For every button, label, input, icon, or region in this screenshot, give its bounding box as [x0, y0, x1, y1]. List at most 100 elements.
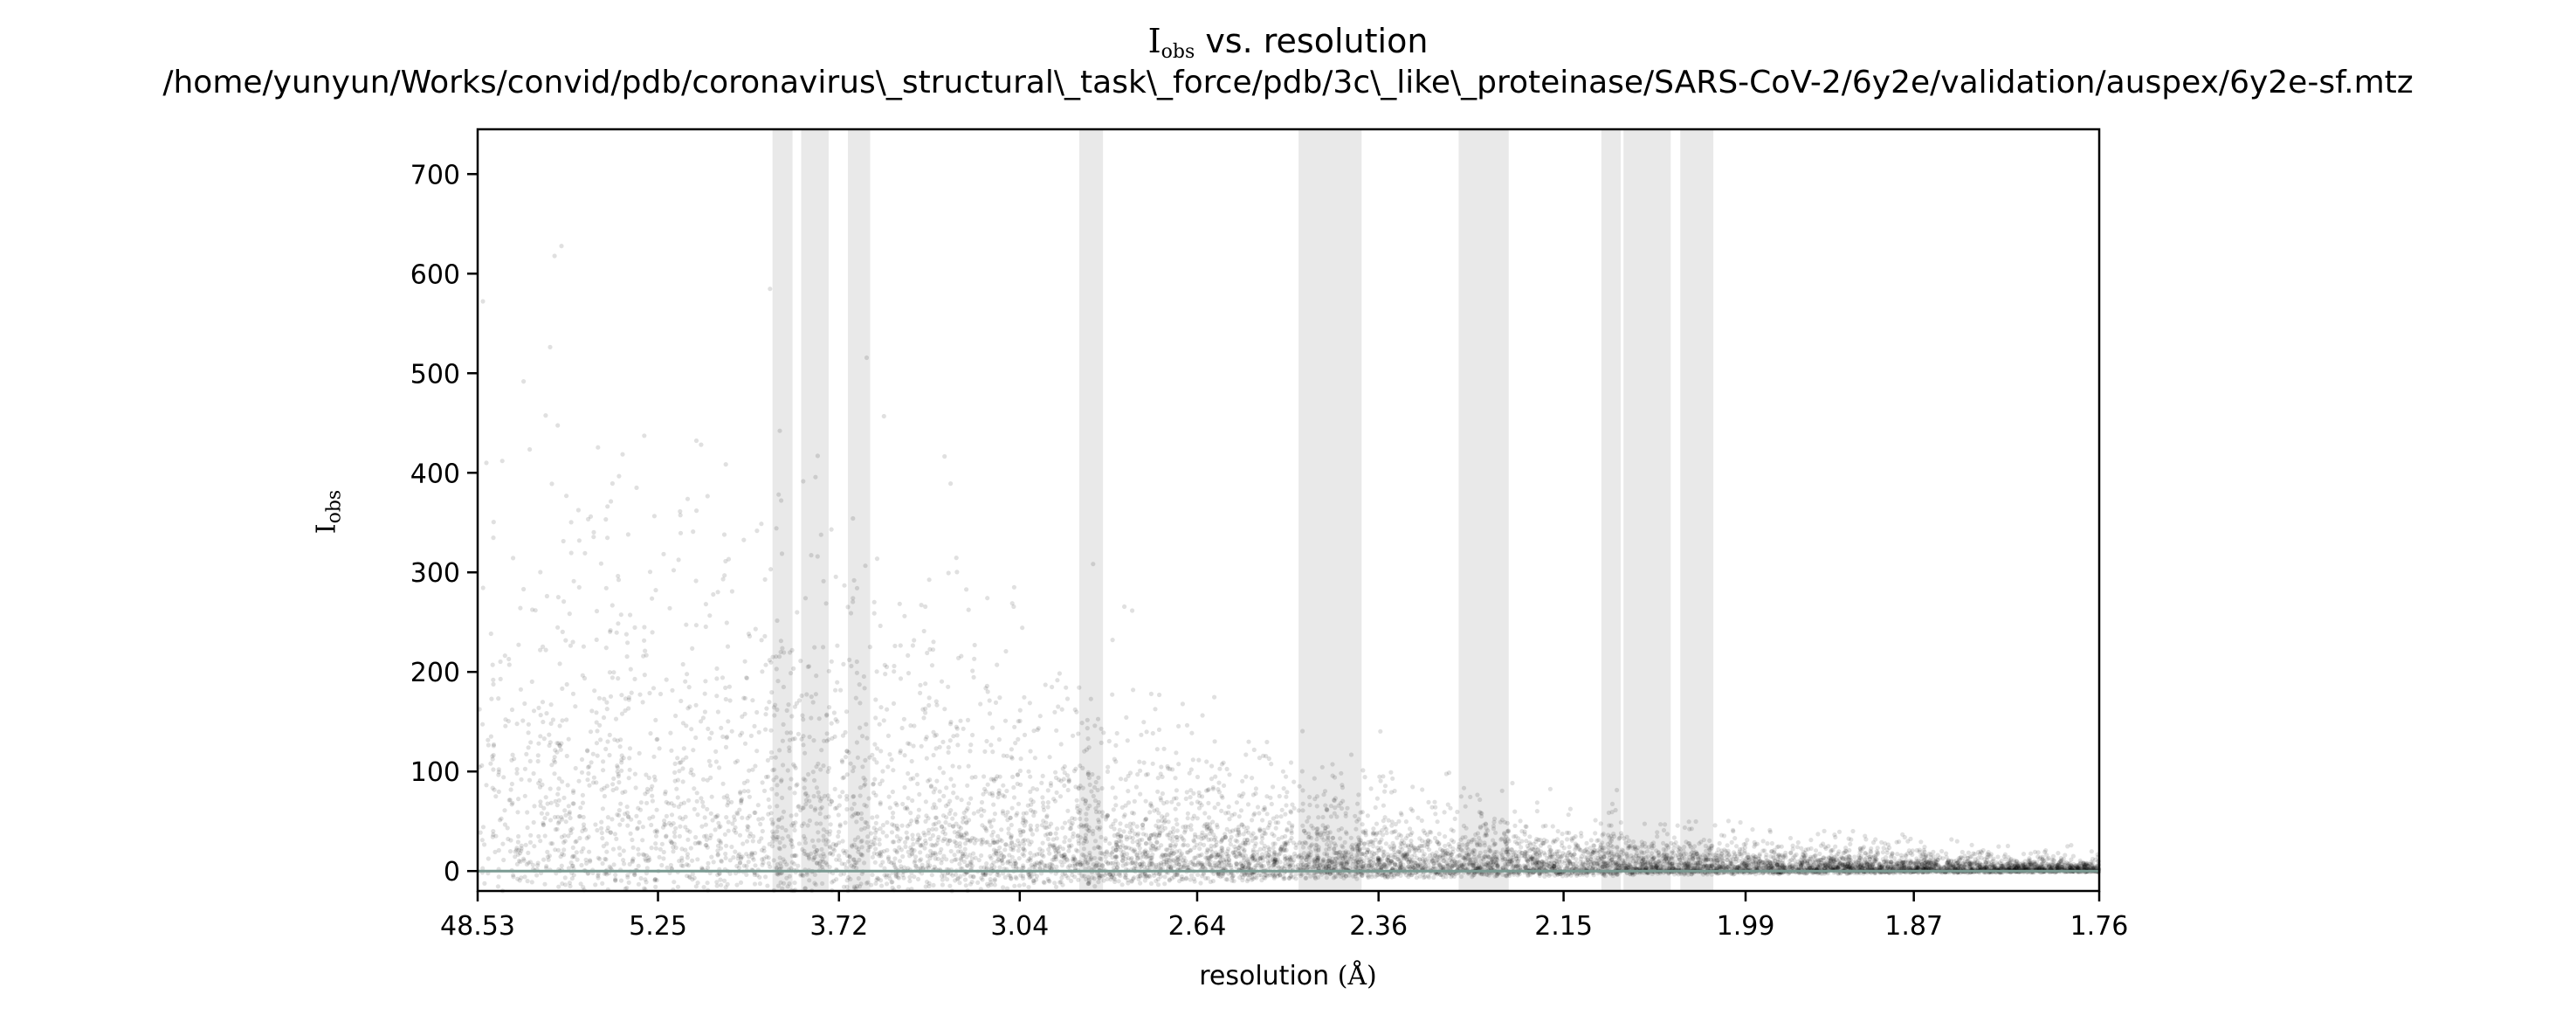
ice-ring-band: [1458, 129, 1508, 891]
data-point: [900, 726, 905, 730]
data-point: [754, 749, 759, 753]
data-point: [706, 861, 710, 866]
data-point: [1464, 804, 1468, 809]
data-point: [727, 685, 732, 689]
data-point: [1808, 838, 1813, 842]
data-point: [1121, 829, 1126, 833]
data-point: [678, 834, 682, 839]
data-point: [830, 722, 834, 726]
data-point: [724, 462, 728, 466]
data-point: [1226, 811, 1230, 815]
data-point: [1300, 769, 1305, 773]
data-point: [931, 883, 935, 887]
data-point: [720, 675, 725, 680]
data-point: [849, 664, 853, 668]
data-point: [1074, 710, 1078, 715]
data-point: [548, 345, 552, 349]
data-point: [1071, 832, 1076, 836]
data-point: [1210, 819, 1215, 824]
data-point: [481, 585, 486, 590]
data-point: [564, 494, 568, 498]
data-point: [871, 855, 875, 860]
data-point: [587, 850, 591, 854]
data-point: [751, 839, 755, 843]
data-point: [763, 712, 768, 716]
data-point: [1815, 832, 1820, 836]
data-point: [970, 836, 975, 840]
data-point: [1282, 786, 1286, 791]
data-point: [631, 846, 636, 850]
data-point: [1030, 863, 1034, 867]
data-point: [964, 587, 968, 591]
data-point: [1251, 792, 1256, 797]
data-point: [1138, 881, 1142, 886]
data-point: [1118, 821, 1122, 825]
data-point: [621, 858, 625, 862]
data-point: [729, 800, 734, 804]
data-point: [1225, 767, 1229, 771]
data-point: [1135, 825, 1140, 829]
data-point: [599, 826, 603, 831]
data-point: [906, 771, 910, 776]
data-point: [1035, 827, 1039, 832]
data-point: [638, 808, 643, 812]
data-point: [600, 836, 604, 840]
data-point: [518, 606, 522, 611]
data-point: [1752, 845, 1756, 849]
data-point: [541, 806, 546, 811]
data-point: [890, 880, 894, 884]
data-point: [951, 763, 955, 768]
data-point: [1156, 776, 1161, 780]
data-point: [681, 779, 685, 784]
data-point: [796, 732, 801, 736]
data-point: [858, 793, 863, 798]
data-point: [665, 814, 669, 818]
data-point: [603, 747, 608, 751]
data-point: [927, 577, 932, 582]
data-point: [1092, 723, 1097, 728]
data-point: [1278, 794, 1282, 798]
data-point: [1284, 795, 1288, 799]
data-point: [1462, 856, 1466, 860]
data-point: [1331, 774, 1335, 778]
data-point: [1393, 829, 1397, 833]
data-point: [988, 742, 993, 747]
data-point: [964, 831, 968, 835]
data-point: [543, 833, 548, 838]
data-point: [544, 648, 548, 653]
data-point: [734, 883, 739, 887]
data-point: [1186, 843, 1190, 847]
data-point: [548, 818, 553, 822]
data-point: [762, 634, 767, 639]
data-point: [695, 812, 699, 817]
data-point: [1082, 749, 1086, 754]
data-point: [746, 789, 750, 793]
data-point: [1373, 874, 1377, 879]
data-point: [957, 765, 961, 770]
data-point: [605, 535, 610, 540]
data-point: [775, 835, 780, 839]
data-point: [1422, 852, 1427, 856]
data-point: [1072, 817, 1077, 821]
data-point: [1149, 881, 1154, 886]
data-point: [906, 807, 910, 811]
data-point: [1163, 826, 1167, 831]
data-point: [1750, 827, 1754, 832]
data-point: [920, 744, 924, 749]
data-point: [906, 653, 910, 658]
data-point: [1096, 788, 1100, 792]
data-point: [863, 563, 867, 568]
data-point: [975, 880, 980, 885]
data-point: [714, 759, 719, 763]
data-point: [1046, 847, 1050, 852]
data-point: [1085, 718, 1090, 722]
data-point: [493, 794, 498, 798]
data-point: [691, 529, 695, 534]
data-point: [847, 658, 851, 662]
data-point: [727, 820, 731, 825]
data-point: [1001, 861, 1005, 866]
data-point: [1111, 785, 1115, 790]
data-point: [970, 880, 975, 884]
data-point: [627, 776, 631, 780]
data-point: [599, 820, 603, 825]
